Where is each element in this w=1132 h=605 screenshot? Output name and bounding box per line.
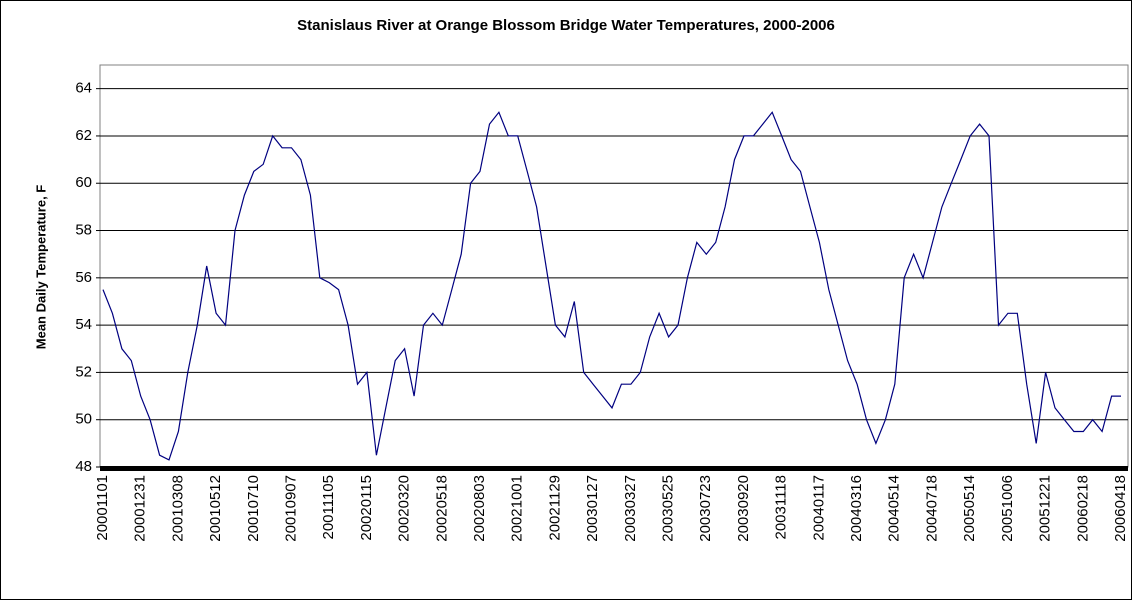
y-axis-label: Mean Daily Temperature, F: [33, 185, 48, 350]
x-tick-label: 20020518: [433, 475, 450, 542]
x-tick-label: 20001101: [94, 475, 111, 541]
x-tick-label: 20040316: [848, 475, 865, 542]
y-tick-label: 60: [75, 174, 92, 191]
y-tick-label: 52: [75, 363, 92, 380]
x-tick-label: 20030327: [622, 475, 639, 542]
x-tick-label: 20010308: [169, 475, 186, 542]
x-tick-label: 20010710: [245, 475, 262, 542]
y-tick-label: 48: [75, 458, 92, 475]
x-tick-label: 20020115: [358, 475, 375, 541]
x-tick-label: 20031118: [773, 475, 790, 540]
x-tick-label: 20010512: [207, 475, 224, 542]
y-tick-label: 50: [75, 411, 92, 428]
data-line: [102, 111, 1121, 461]
y-tick-label: 62: [75, 127, 92, 144]
x-tick-label: 20010907: [282, 475, 299, 542]
x-tick-label: 20060218: [1074, 475, 1091, 542]
chart-title: Stanislaus River at Orange Blossom Bridg…: [297, 17, 835, 34]
x-tick-label: 20060418: [1112, 475, 1129, 542]
x-tick-label: 20021129: [546, 475, 563, 541]
x-tick-label: 20020320: [396, 475, 413, 542]
x-tick-label: 20051006: [999, 475, 1016, 542]
x-tick-label: 20050514: [961, 475, 978, 542]
x-tick-label: 20030723: [697, 475, 714, 542]
plot-area: [99, 64, 1129, 468]
x-tick-label: 20030920: [735, 475, 752, 542]
x-tick-label: 20021001: [509, 475, 526, 542]
x-tick-label: 20040514: [886, 475, 903, 542]
x-tick-label: 20030127: [584, 475, 601, 542]
y-tick-label: 58: [75, 221, 92, 238]
x-tick-label: 20040117: [810, 475, 827, 541]
x-tick-label: 20040718: [923, 475, 940, 542]
x-tick-label: 20020803: [471, 475, 488, 542]
y-tick-label: 56: [75, 269, 92, 286]
y-tick-label: 54: [75, 316, 92, 333]
x-tick-label: 20011105: [320, 475, 337, 540]
x-tick-label: 20030525: [660, 475, 677, 542]
y-tick-label: 64: [75, 80, 92, 97]
x-axis: [100, 466, 1128, 471]
x-tick-label: 20051221: [1037, 475, 1054, 542]
x-tick-label: 20001231: [132, 475, 149, 542]
